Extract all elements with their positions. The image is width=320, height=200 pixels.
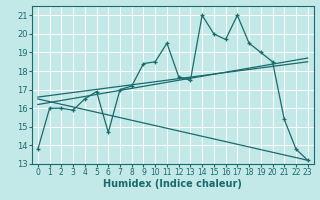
X-axis label: Humidex (Indice chaleur): Humidex (Indice chaleur): [103, 179, 242, 189]
